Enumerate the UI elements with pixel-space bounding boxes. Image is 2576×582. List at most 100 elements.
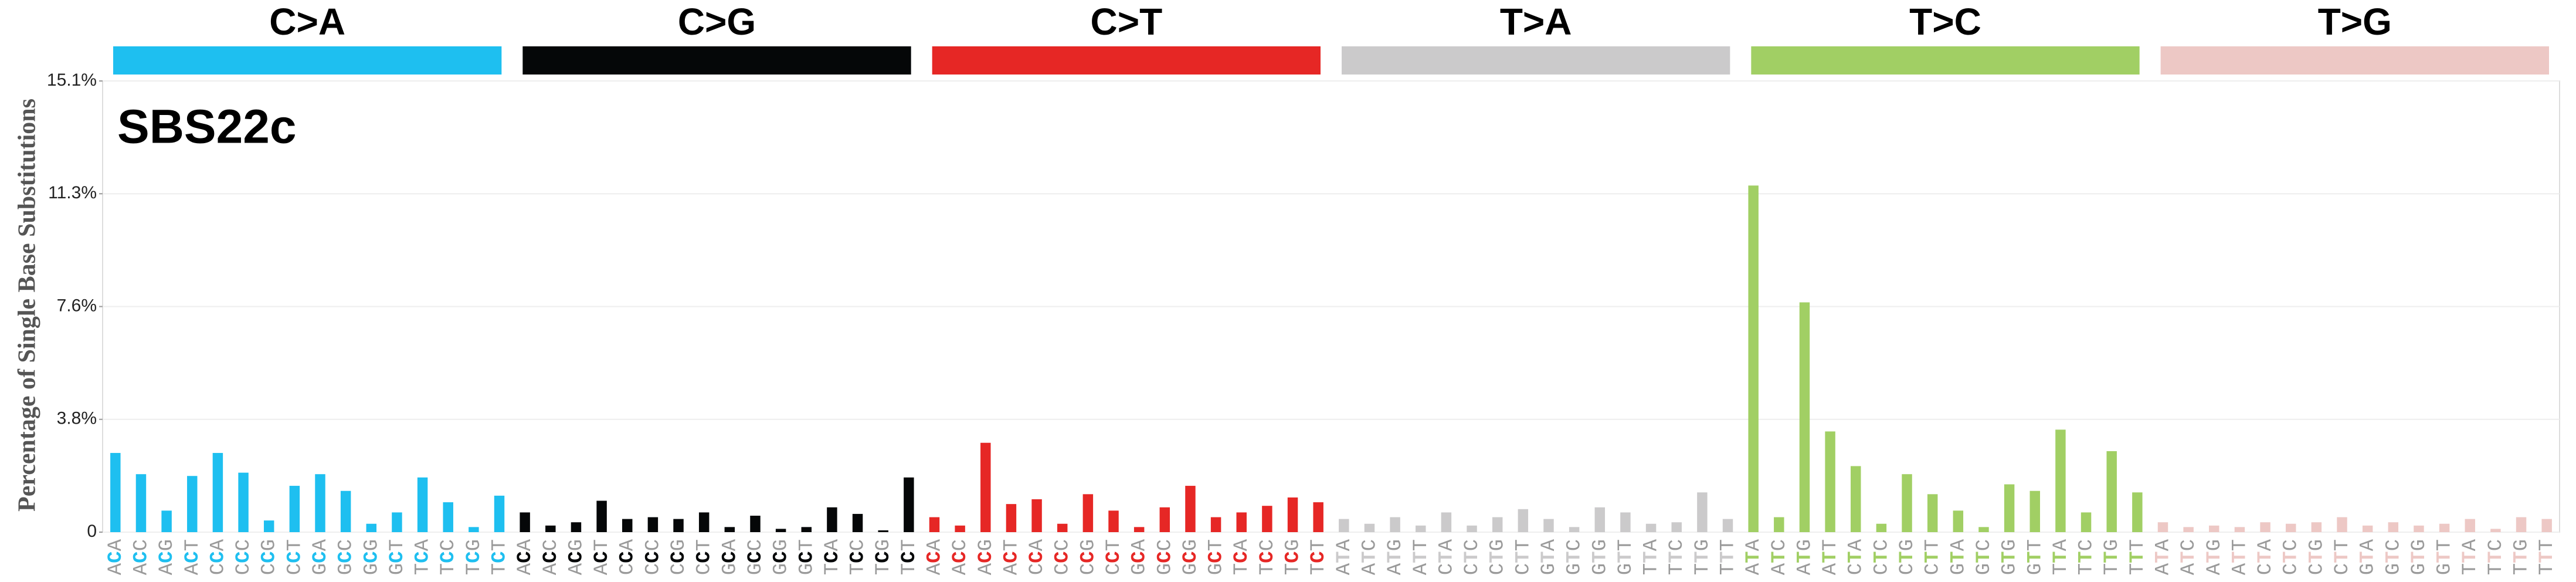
x-tick-char: G <box>1154 563 1176 575</box>
bar <box>1722 519 1733 532</box>
x-tick-char: A <box>130 563 152 575</box>
x-tick-char: C <box>2076 539 2098 551</box>
x-tick-char: C <box>771 551 793 563</box>
bar <box>2516 517 2527 532</box>
bar <box>1031 499 1042 532</box>
x-tick-label: ATA <box>2152 539 2174 575</box>
x-tick-char: C <box>1129 551 1151 563</box>
bar <box>955 525 965 532</box>
bar <box>2106 451 2117 532</box>
x-tick-char: C <box>2280 563 2303 575</box>
chart-title: SBS22c <box>117 100 296 154</box>
x-tick-char: G <box>2101 539 2123 551</box>
x-tick-char: C <box>1973 539 1995 551</box>
x-tick-char: T <box>1538 551 1560 563</box>
x-tick-label: GCT <box>796 539 818 575</box>
x-tick-char: A <box>1743 563 1765 575</box>
x-tick-char: G <box>335 563 358 575</box>
x-tick-char: G <box>310 563 332 575</box>
x-tick-char: C <box>386 551 409 563</box>
x-tick-char: C <box>1666 539 1688 551</box>
x-tick-label: TCG <box>1282 539 1305 575</box>
x-tick-char: A <box>310 539 332 551</box>
x-tick-label: CCT <box>694 539 716 575</box>
x-tick-char: G <box>2024 563 2046 575</box>
x-tick-label: GTA <box>1947 539 1970 575</box>
x-tick-char: A <box>412 539 435 551</box>
x-tick-char: A <box>182 563 204 575</box>
x-tick-label: ACG <box>975 539 997 575</box>
x-tick-char: C <box>2255 563 2277 575</box>
x-tick-char: T <box>1820 551 1842 563</box>
x-tick-char: A <box>2255 539 2277 551</box>
x-tick-label: TTC <box>2485 539 2507 575</box>
x-tick-char: C <box>437 539 460 551</box>
x-tick-char: C <box>1845 563 1868 575</box>
x-tick-char: G <box>668 539 690 551</box>
x-tick-char: A <box>591 563 613 575</box>
bar <box>1133 527 1145 532</box>
x-tick-label: CTT <box>2331 539 2354 575</box>
x-tick-char: A <box>1000 563 1023 575</box>
x-tick-label: CTA <box>1845 539 1868 575</box>
x-tick-char: C <box>847 551 870 563</box>
x-tick-char: G <box>2357 563 2380 575</box>
x-tick-char: A <box>2050 539 2072 551</box>
x-tick-char: A <box>1129 539 1151 551</box>
x-tick-char: C <box>2306 563 2328 575</box>
x-tick-label: ACT <box>1000 539 1023 575</box>
bar <box>1927 494 1938 532</box>
x-tick-char: C <box>284 563 306 575</box>
x-tick-label: ATG <box>1384 539 1407 575</box>
bar <box>469 527 479 532</box>
x-tick-char: C <box>617 551 639 563</box>
x-tick-char: C <box>617 563 639 575</box>
x-tick-char: T <box>2229 539 2251 551</box>
x-tick-char: C <box>591 551 613 563</box>
x-tick-char: C <box>1282 551 1305 563</box>
bar <box>2055 429 2066 532</box>
x-tick-label: GCT <box>386 539 409 575</box>
x-tick-char: T <box>2255 551 2277 563</box>
x-tick-char: C <box>1359 539 1381 551</box>
x-tick-char: C <box>847 539 870 551</box>
bar <box>161 510 172 532</box>
x-tick-char: G <box>1206 563 1228 575</box>
x-tick-char: C <box>1461 539 1484 551</box>
x-tick-label: GCA <box>1129 539 1151 575</box>
x-tick-char: C <box>1103 563 1125 575</box>
x-tick-label: TCT <box>488 539 511 575</box>
x-tick-char: T <box>2127 539 2149 551</box>
bar <box>1313 502 1323 532</box>
bar <box>135 474 147 532</box>
x-tick-char: T <box>2331 551 2354 563</box>
x-tick-label: CTC <box>1871 539 1893 575</box>
x-tick-char: T <box>1692 551 1714 563</box>
bar <box>1236 512 1247 532</box>
x-tick-char: C <box>1922 563 1944 575</box>
bar <box>1671 522 1682 532</box>
bar <box>2490 529 2501 532</box>
group-bar <box>113 46 502 75</box>
x-tick-char: A <box>1845 539 1868 551</box>
x-tick-label: CTT <box>1922 539 1944 575</box>
bar <box>366 523 377 532</box>
bar <box>2337 517 2347 532</box>
x-tick-char: A <box>105 563 127 575</box>
bar <box>1697 492 1708 532</box>
x-tick-char: T <box>1615 551 1637 563</box>
x-tick-char: T <box>2050 551 2072 563</box>
x-tick-char: T <box>1282 563 1305 575</box>
x-tick-label: ATT <box>2229 539 2251 575</box>
x-tick-label: CCC <box>1052 539 1074 575</box>
x-tick-char: C <box>514 551 537 563</box>
x-tick-char: T <box>182 539 204 551</box>
x-tick-char: T <box>1692 563 1714 575</box>
x-tick-char: T <box>2050 563 2072 575</box>
x-tick-label: TTT <box>1717 539 1739 575</box>
x-tick-label: ATC <box>2178 539 2200 575</box>
x-tick-label: ATT <box>1820 539 1842 575</box>
x-tick-char: T <box>2127 551 2149 563</box>
x-tick-char: C <box>540 539 562 551</box>
bar <box>2311 522 2322 532</box>
